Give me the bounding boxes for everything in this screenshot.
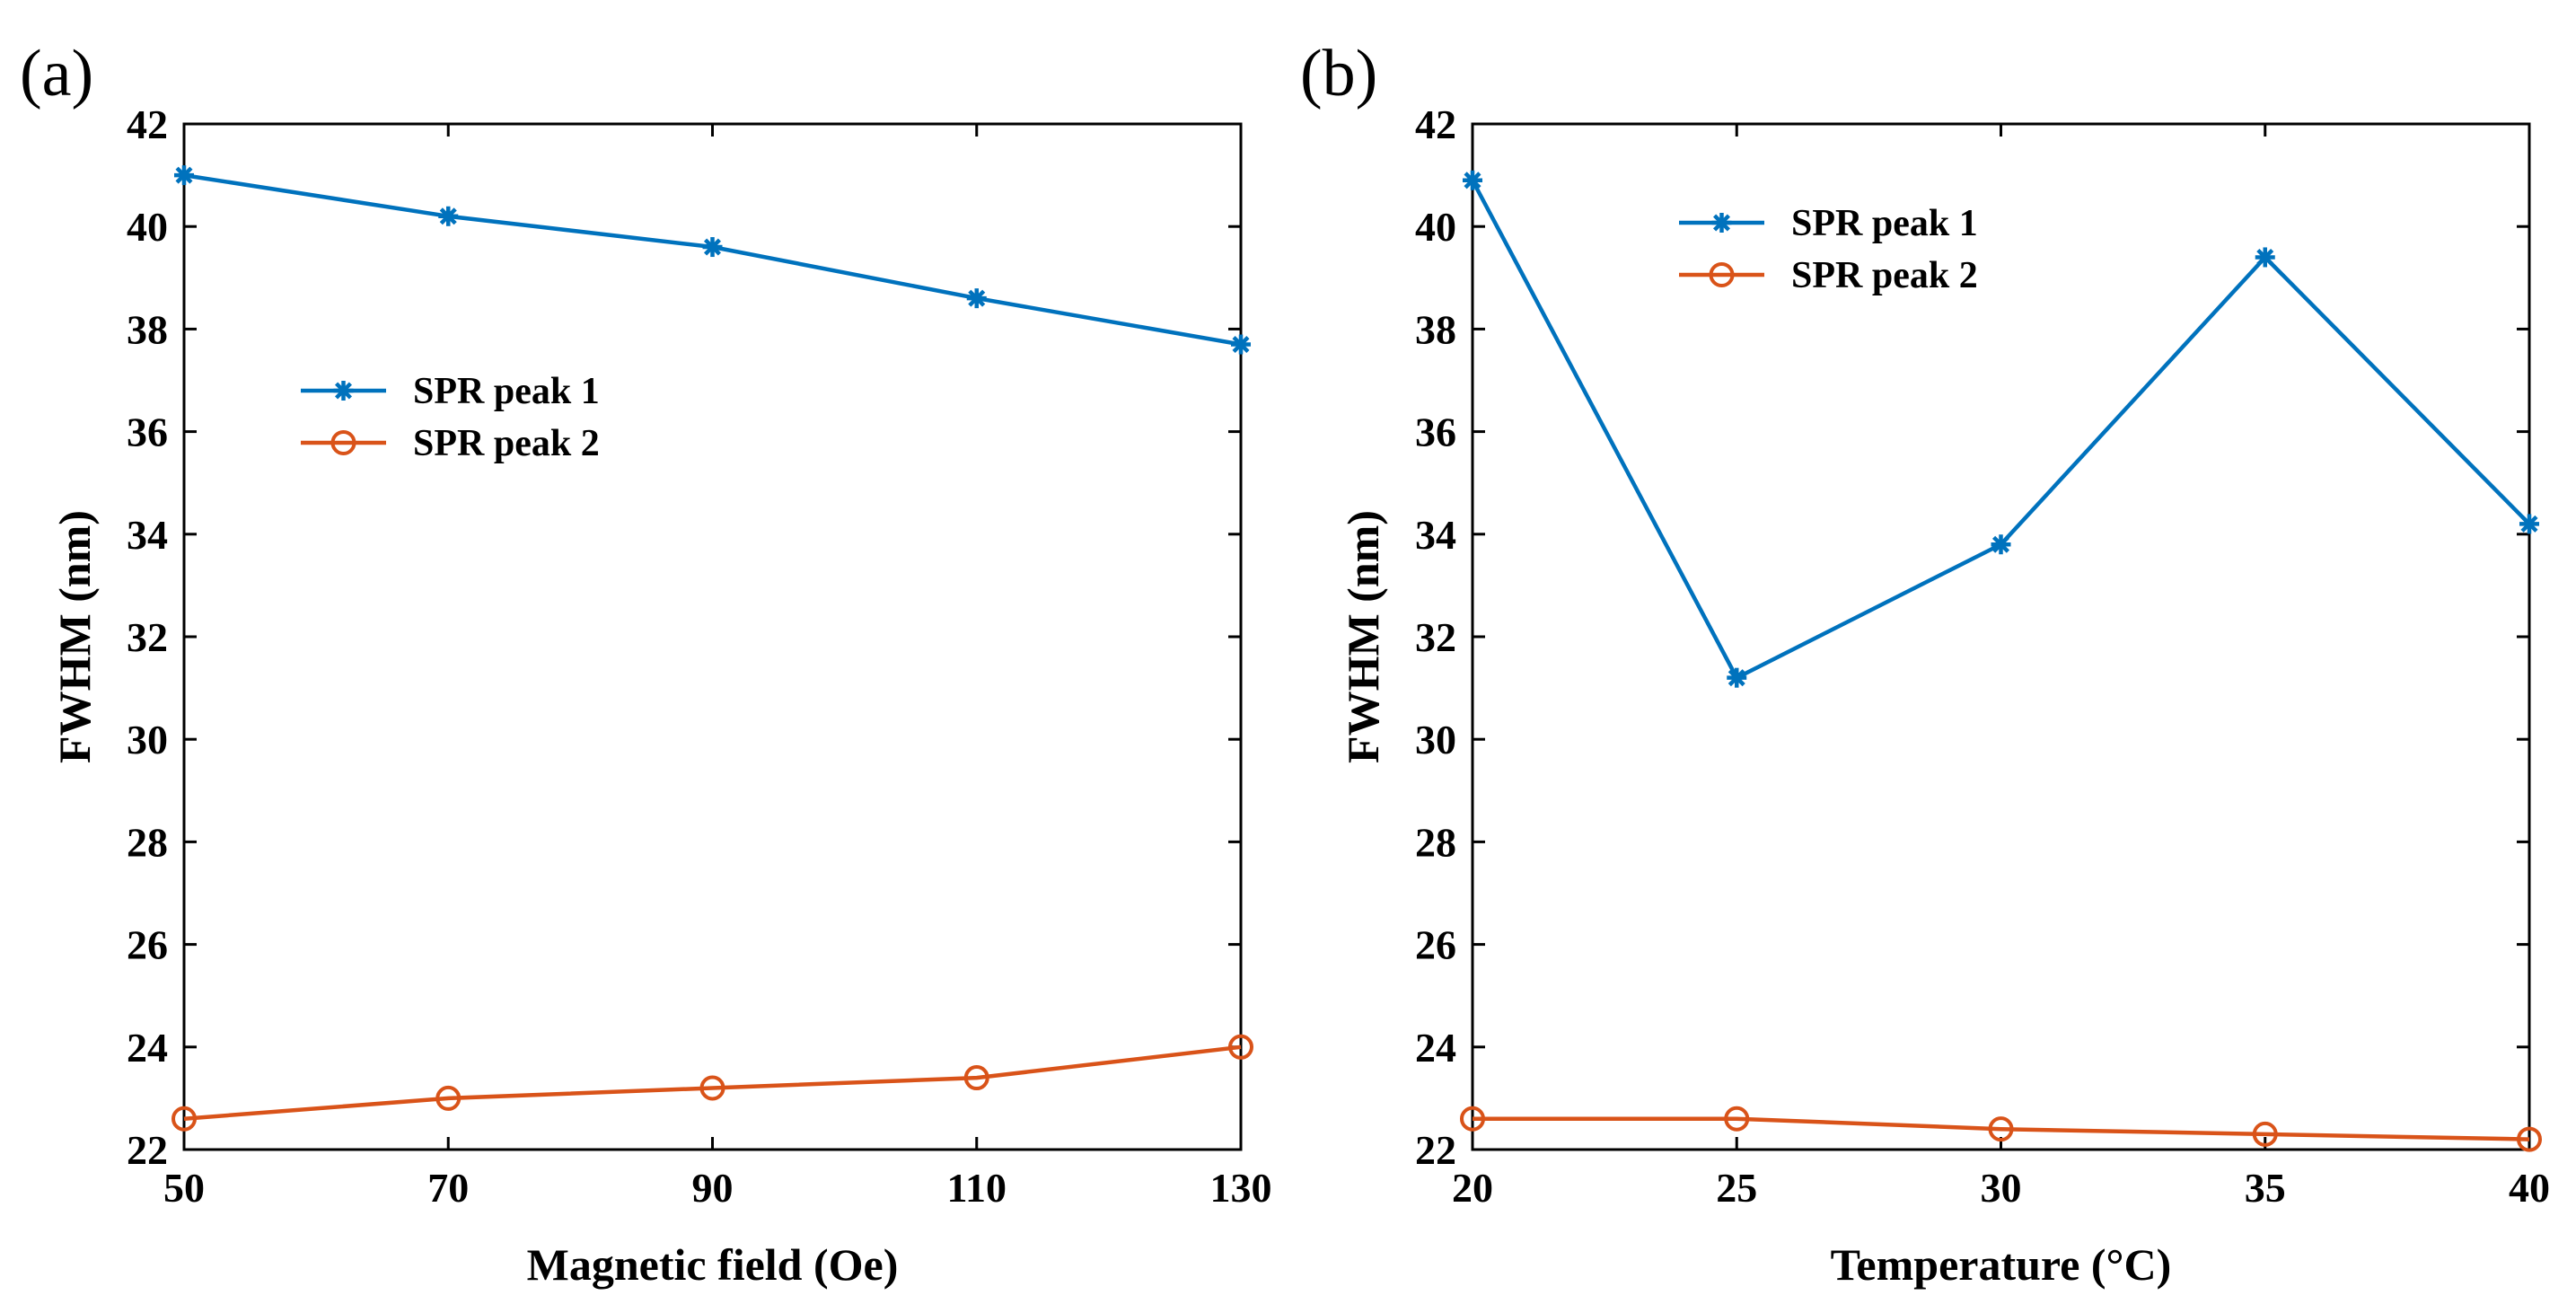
y-axis-label: FWHM (nm)	[49, 510, 100, 763]
plot-frame	[1471, 122, 2531, 1151]
data-point	[702, 237, 723, 258]
x-tick-label: 40	[2509, 1165, 2550, 1211]
legend-marker	[330, 430, 356, 455]
data-point	[2252, 1121, 2278, 1147]
y-tick-label: 38	[127, 306, 168, 352]
x-axis-label: Magnetic field (Oe)	[527, 1239, 899, 1290]
series-line	[1473, 1116, 2530, 1141]
x-tick-label: 110	[947, 1165, 1007, 1211]
chart-panel-a: (a) 50 70 90 110 130 22 24 26 28 30 32 34 36 38 40 42 Mag…	[20, 37, 1272, 1290]
data-point	[171, 1106, 197, 1132]
data-point	[2519, 514, 2539, 534]
x-tick-label: 90	[692, 1165, 734, 1211]
y-tick-label: 36	[1415, 410, 1456, 455]
data-point	[1988, 1116, 2014, 1142]
y-tick-label: 24	[127, 1025, 168, 1071]
panel-label: (a)	[20, 37, 93, 110]
data-point	[1724, 1106, 1750, 1132]
y-tick-label: 22	[127, 1127, 168, 1173]
data-point	[435, 1085, 462, 1111]
y-tick-label: 42	[127, 101, 168, 147]
panel-label: (b)	[1300, 37, 1377, 110]
x-tick-label: 20	[1452, 1165, 1493, 1211]
data-point	[699, 1075, 725, 1101]
legend-marker	[333, 381, 354, 401]
y-tick-label: 40	[127, 204, 168, 250]
data-point	[1463, 170, 1482, 190]
plot-frame	[182, 122, 1243, 1151]
legend-label: SPR peak 2	[1791, 255, 1978, 296]
data-point	[963, 1065, 989, 1091]
series-line	[183, 1044, 1242, 1121]
y-tick-label: 28	[127, 819, 168, 865]
y-tick-label: 26	[127, 922, 168, 968]
y-tick-label: 30	[1415, 717, 1456, 762]
data-point	[2255, 247, 2275, 268]
legend-marker	[1711, 213, 1732, 233]
data-point	[174, 165, 194, 186]
data-point	[1231, 334, 1251, 355]
y-tick-label: 28	[1415, 819, 1456, 865]
series-1	[174, 165, 1251, 355]
y-tick-label: 38	[1415, 306, 1456, 352]
y-tick-label: 24	[1415, 1025, 1456, 1071]
y-tick-label: 32	[1415, 614, 1456, 660]
y-tick-label: 22	[1415, 1127, 1456, 1173]
legend-marker	[1709, 262, 1735, 287]
x-tick-label: 30	[1981, 1165, 2022, 1211]
series-2	[1460, 1106, 2542, 1152]
x-tick-label: 130	[1210, 1165, 1272, 1211]
y-tick-label: 42	[1415, 101, 1456, 147]
data-point	[1228, 1034, 1253, 1060]
legend-label: SPR peak 1	[413, 371, 600, 412]
legend-label: SPR peak 2	[413, 423, 600, 464]
series-line	[183, 172, 1242, 347]
data-point	[1991, 534, 2011, 555]
series-1	[1463, 170, 2539, 688]
data-point	[1727, 667, 1747, 688]
y-tick-label: 30	[127, 717, 168, 762]
legend: SPR peak 1 SPR peak 2	[301, 371, 600, 464]
data-point	[2517, 1126, 2542, 1152]
x-tick-label: 70	[427, 1165, 469, 1211]
x-tick-label: 50	[163, 1165, 205, 1211]
chart-panel-b: (b) 20 25 30 35 40 22 24 26 28 30 32 34 36 38 40 42 Tempe…	[1300, 37, 2550, 1290]
series-line	[1471, 179, 2531, 681]
series-2	[171, 1034, 1253, 1132]
y-tick-label: 32	[127, 614, 168, 660]
data-point	[438, 206, 459, 226]
x-axis-label: Temperature (°C)	[1831, 1239, 2172, 1290]
legend-label: SPR peak 1	[1791, 203, 1978, 244]
y-tick-label: 40	[1415, 204, 1456, 250]
y-axis-label: FWHM (nm)	[1338, 510, 1388, 763]
y-tick-label: 26	[1415, 922, 1456, 968]
data-point	[966, 288, 987, 309]
legend: SPR peak 1 SPR peak 2	[1679, 203, 1978, 296]
y-tick-label: 36	[127, 410, 168, 455]
x-tick-label: 25	[1716, 1165, 1757, 1211]
y-tick-label: 34	[1415, 512, 1456, 558]
data-point	[1460, 1106, 1485, 1132]
x-tick-label: 35	[2245, 1165, 2286, 1211]
y-tick-label: 34	[127, 512, 168, 558]
